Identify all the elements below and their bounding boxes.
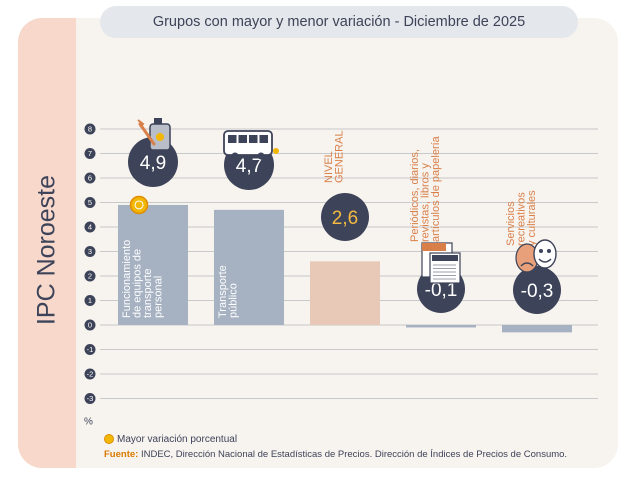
value-label: 4,9 [140, 153, 166, 174]
y-tick-marker [84, 270, 96, 282]
bar [406, 325, 476, 328]
category-label-line: Servicios [505, 201, 517, 246]
value-label: -0,3 [521, 281, 554, 302]
y-tick-marker [84, 393, 96, 404]
source-text: INDEC, Dirección Nacional de Estadística… [140, 449, 568, 460]
bar [214, 209, 284, 325]
source-note: Fuente: INDEC, Dirección Nacional de Est… [104, 449, 567, 460]
legend: Mayor variación porcentual [104, 433, 237, 446]
y-tick-marker [84, 344, 96, 355]
y-tick-label: 5 [88, 198, 92, 207]
y-tick-label: 1 [88, 296, 92, 305]
y-tick-label: 8 [88, 125, 92, 134]
y-tick-marker [84, 123, 96, 135]
highlight-marker [129, 195, 149, 215]
category-label-line: transporte [142, 268, 154, 318]
value-badge [513, 266, 561, 314]
category-label-line: GENERAL [334, 130, 346, 183]
value-badge [321, 193, 369, 241]
y-tick-marker [84, 148, 96, 159]
y-tick-label: -3 [87, 394, 94, 403]
side-panel [18, 18, 76, 468]
y-tick-marker [84, 221, 96, 233]
fuel-wrench-icon [137, 118, 171, 151]
newspaper-icon [421, 242, 461, 284]
bus-icon [223, 130, 279, 160]
y-tick-marker [84, 197, 96, 208]
y-tick-marker [84, 368, 96, 380]
y-tick-marker [84, 295, 96, 306]
highlight-legend-dot [104, 434, 114, 444]
bar [502, 325, 572, 333]
category-label: Periódicos, diarios,revistas, libros yar… [409, 135, 442, 242]
y-tick-marker [84, 319, 96, 331]
bar [310, 261, 380, 325]
chart-title: Grupos con mayor y menor variación - Dic… [100, 6, 578, 38]
category-label-line: revistas, libros y [420, 163, 432, 242]
value-label: 4,7 [236, 156, 262, 177]
y-tick-label: 3 [88, 247, 92, 256]
y-tick-marker [84, 172, 96, 184]
highlight-marker-ring [134, 200, 144, 210]
value-label: 2,6 [332, 208, 358, 229]
theater-masks-icon [515, 239, 557, 273]
y-tick-label: 7 [88, 149, 92, 158]
category-label-line: artículos de papelería [430, 135, 442, 242]
category-label-line: NIVEL [323, 151, 335, 183]
y-tick-label: 4 [88, 223, 92, 232]
category-label-line: Periódicos, diarios, [409, 149, 421, 242]
category-label-line: de equipos de [132, 249, 144, 318]
y-tick-label: 0 [88, 321, 92, 330]
y-tick-label: 2 [88, 272, 92, 281]
category-label-line: y culturales [526, 190, 538, 246]
y-tick-label: -2 [87, 370, 94, 379]
y-unit-label: % [84, 417, 93, 428]
category-label-line: recreativos [516, 192, 528, 246]
category-label-line: personal [153, 276, 165, 318]
value-label: -0,1 [425, 280, 458, 301]
y-tick-marker [84, 246, 96, 257]
category-label-line: Funcionamiento [121, 240, 133, 318]
category-label-line: público [228, 283, 240, 318]
source-label: Fuente: [104, 449, 139, 460]
legend-text: Mayor variación porcentual [117, 434, 238, 445]
bar [118, 204, 188, 325]
y-tick-label: -1 [87, 345, 94, 354]
y-tick-label: 6 [88, 174, 92, 183]
category-label-line: Transporte [217, 265, 229, 318]
